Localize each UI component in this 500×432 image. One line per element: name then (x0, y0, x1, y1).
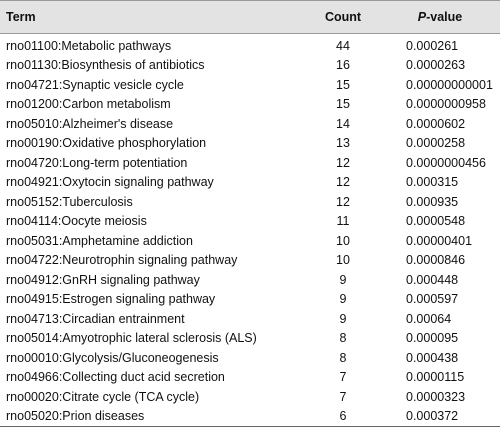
table-cell: 0.000372 (380, 406, 500, 427)
table-cell: 15 (336, 97, 350, 112)
table-cell: rno04721:Synaptic vesicle cycle (6, 77, 184, 92)
table-cell: rno04114:Oocyte meiosis (6, 214, 147, 229)
table-cell: 10 (336, 253, 350, 268)
table-cell: 6 (306, 406, 380, 427)
table-cell: 0.000597 (406, 292, 459, 307)
table-row: rno05152:Tuberculosis 12 0.000935 (0, 192, 500, 212)
table-cell: 9 (339, 272, 347, 287)
table-cell: rno00190:Oxidative phosphorylation (6, 136, 207, 151)
table-cell: rno04713:Circadian entrainment (6, 311, 185, 326)
table-row: rno00010:Glycolysis/Gluconeogenesis 8 0.00… (0, 348, 500, 368)
table-cell: 0.0000258 (406, 136, 466, 151)
table-row: rno04722:Neurotrophin signaling pathway 1… (0, 251, 500, 271)
table-cell: rno01200:Carbon metabolism (6, 97, 171, 112)
table-cell: 12 (336, 194, 350, 209)
table-row: rno00020:Citrate cycle (TCA cycle) 7 0.000… (0, 387, 500, 407)
table-cell: 0.0000846 (406, 253, 466, 268)
table-cell: 10 (336, 233, 350, 248)
table-row: rno04721:Synaptic vesicle cycle 15 0.00000… (0, 75, 500, 95)
table-row: rno04966:Collecting duct acid secretion 7… (0, 368, 500, 388)
table-header: Term Count P-value (0, 0, 500, 34)
table-row: rno04921:Oxytocin signaling pathway 12 0.0… (0, 173, 500, 193)
table-cell: 9 (339, 292, 347, 307)
table-cell: 0.000315 (406, 175, 459, 190)
table-cell: rno04720:Long-term potentiation (6, 155, 188, 170)
table-cell: 12 (336, 175, 350, 190)
table-cell: 16 (336, 58, 350, 73)
table-cell: 0.0000548 (406, 214, 466, 229)
table-cell: 0.000261 (406, 38, 459, 53)
table-cell: 15 (336, 77, 350, 92)
table-body: rno01100:Metabolic pathways 44 0.000261 rno… (0, 34, 500, 427)
table-cell: rno00020:Citrate cycle (TCA cycle) (6, 389, 200, 404)
table-cell: rno05031:Amphetamine addiction (6, 233, 193, 248)
table-cell: 0.000438 (406, 350, 459, 365)
header-row: Term Count P-value (0, 0, 500, 34)
table-cell: 0.0000115 (406, 370, 465, 385)
table-cell: 0.00000401 (406, 233, 473, 248)
table-cell: 0.0000000958 (406, 97, 486, 112)
table-cell: 0.000095 (406, 331, 459, 346)
table-cell: rno04966:Collecting duct acid secretion (6, 370, 225, 385)
table-row: rno04114:Oocyte meiosis 11 0.0000548 (0, 212, 500, 232)
header-cell: Term (0, 0, 306, 34)
table-cell: rno04921:Oxytocin signaling pathway (6, 175, 214, 190)
table-row: rno01200:Carbon metabolism 15 0.0000000958 (0, 95, 500, 115)
table-row: rno01130:Biosynthesis of antibiotics 16 0.… (0, 56, 500, 76)
table-row: rno01100:Metabolic pathways 44 0.000261 (0, 34, 500, 56)
table-row: rno05010:Alzheimer's disease 14 0.0000602 (0, 114, 500, 134)
table-row: rno05020:Prion diseases 6 0.000372 (0, 406, 500, 427)
header-cell: Count (306, 0, 380, 34)
table-cell: 14 (336, 116, 350, 131)
table-cell: 7 (339, 370, 347, 385)
table-cell: rno01100:Metabolic pathways (6, 38, 172, 53)
table-cell: 11 (336, 214, 350, 229)
header-cell: P-value (380, 0, 500, 34)
table-cell: 0.0000602 (406, 116, 466, 131)
table-cell: 0.0000000456 (406, 155, 486, 170)
table-row: rno00190:Oxidative phosphorylation 13 0.00… (0, 134, 500, 154)
table-cell: rno05152:Tuberculosis (6, 194, 133, 209)
table-cell: rno05020:Prion diseases (0, 406, 306, 427)
table-cell: 0.00064 (406, 311, 452, 326)
table-row: rno04915:Estrogen signaling pathway 9 0.00… (0, 290, 500, 310)
table-cell: rno04915:Estrogen signaling pathway (6, 292, 216, 307)
table-cell: 0.0000263 (406, 58, 466, 73)
table-cell: rno05014:Amyotrophic lateral sclerosis (… (6, 331, 257, 346)
table-cell: 7 (339, 389, 347, 404)
table-row: rno04912:GnRH signaling pathway 9 0.000448 (0, 270, 500, 290)
table-row: rno05014:Amyotrophic lateral sclerosis (… (0, 329, 500, 349)
table-cell: rno04912:GnRH signaling pathway (6, 272, 200, 287)
table-cell: 0.000935 (406, 194, 459, 209)
table-cell: 44 (336, 38, 350, 53)
table-row: rno05031:Amphetamine addiction 10 0.000004… (0, 231, 500, 251)
table-row: rno04713:Circadian entrainment 9 0.00064 (0, 309, 500, 329)
table-cell: 8 (339, 331, 347, 346)
table-cell: rno05010:Alzheimer's disease (6, 116, 174, 131)
table-cell: 0.00000000001 (406, 77, 493, 92)
table-cell: rno01130:Biosynthesis of antibiotics (6, 58, 205, 73)
table-cell: 9 (339, 311, 347, 326)
table-cell: 8 (339, 350, 347, 365)
table-cell: 12 (336, 155, 350, 170)
table-cell: rno00010:Glycolysis/Gluconeogenesis (6, 350, 219, 365)
table-cell: rno04722:Neurotrophin signaling pathway (6, 253, 238, 268)
table-cell: 0.000448 (406, 272, 459, 287)
table-cell: 0.0000323 (406, 389, 466, 404)
table-cell: 13 (336, 136, 350, 151)
table-row: rno04720:Long-term potentiation 12 0.00000… (0, 153, 500, 173)
